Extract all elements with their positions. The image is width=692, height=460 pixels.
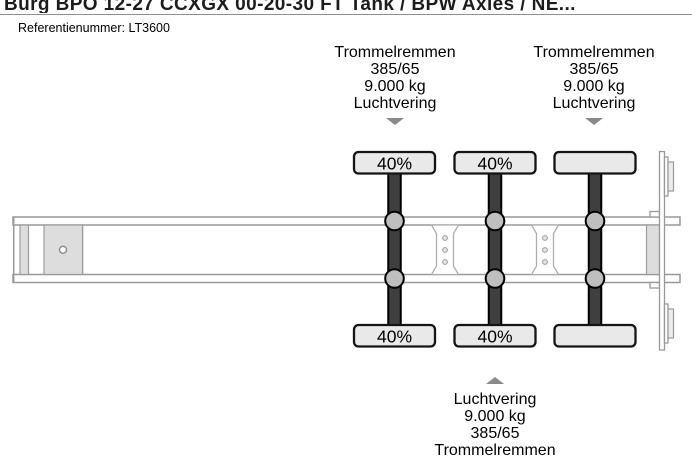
callout-axle-1: Trommelremmen 385/65 9.000 kg Luchtverin…: [285, 44, 505, 125]
rear-hinge-bottom-pad: [667, 308, 675, 339]
axle-1: 40% 40%: [352, 150, 437, 348]
callout-axle-3: Trommelremmen 385/65 9.000 kg Luchtverin…: [484, 44, 692, 125]
tyre-bottom: [553, 323, 637, 348]
bolt-hole: [442, 259, 448, 265]
callout-line: Trommelremmen: [434, 442, 556, 459]
tyre-condition-label: 40%: [477, 327, 512, 347]
callout-line: Luchtvering: [453, 391, 537, 408]
callout-line: Trommelremmen: [533, 44, 655, 61]
callout-line: 9.000 kg: [563, 78, 625, 95]
chassis-rail-top: [12, 216, 681, 226]
callout-line: Luchtvering: [552, 95, 636, 112]
page-title: Burg BPO 12-27 CCXGX 00-20-30 FT Tank / …: [4, 0, 576, 13]
callout-line: 9.000 kg: [464, 408, 526, 425]
axle-hub: [384, 210, 405, 232]
axle-hub: [484, 268, 506, 289]
rear-hinge-top-pad: [667, 161, 675, 192]
arrow-up-icon: [486, 377, 504, 384]
title-clip-region: Burg BPO 12-27 CCXGX 00-20-30 FT Tank / …: [0, 0, 692, 13]
callout-line: 385/65: [569, 61, 619, 78]
callout-line: 385/65: [470, 425, 520, 442]
rear-frame: [645, 150, 675, 351]
tyre-bottom: [352, 323, 437, 348]
chassis-rail-bottom: [12, 273, 681, 284]
callout-axle-2: Luchtvering 9.000 kg 385/65 Trommelremme…: [385, 377, 605, 459]
axle-hub: [584, 210, 606, 232]
chassis-frame: [12, 216, 681, 284]
header-divider: [0, 14, 692, 15]
tyre-condition-label: 40%: [377, 327, 412, 347]
callout-line: Luchtvering: [353, 95, 437, 112]
bolt-hole: [542, 235, 548, 241]
rear-bumper-bar: [658, 150, 666, 351]
axle-2: 40% 40%: [453, 150, 537, 348]
axle-3: [553, 150, 637, 348]
crossmember-1: [430, 224, 460, 276]
tyre-condition-label: 40%: [477, 154, 512, 174]
axle-hub: [484, 210, 506, 232]
axle-beam: [587, 159, 603, 341]
rear-crossmember: [645, 224, 661, 276]
reference-number: Referentienummer: LT3600: [18, 21, 170, 35]
callout-line: Trommelremmen: [334, 44, 456, 61]
callout-line: 9.000 kg: [364, 78, 426, 95]
bolt-hole: [442, 235, 448, 241]
bolt-hole: [442, 247, 448, 253]
rear-bracket-top: [649, 210, 661, 218]
front-crossmember: [19, 224, 30, 276]
crossmember-2: [530, 224, 560, 276]
bolt-hole: [542, 247, 548, 253]
kingpin: [58, 245, 68, 255]
tyre-top: [553, 150, 637, 175]
axle-hub: [384, 268, 405, 289]
arrow-down-icon: [386, 118, 404, 125]
callout-line: 385/65: [370, 61, 420, 78]
rear-bracket-bottom: [649, 281, 661, 289]
bolt-hole: [542, 259, 548, 265]
arrow-down-icon: [585, 118, 603, 125]
axle-beam: [487, 159, 503, 341]
tyre-top: [453, 150, 537, 175]
tyre-condition-label: 40%: [377, 154, 412, 174]
axle-beam: [387, 159, 402, 341]
axle-hub: [584, 268, 606, 289]
tyre-top: [352, 150, 437, 175]
tyre-bottom: [453, 323, 537, 348]
